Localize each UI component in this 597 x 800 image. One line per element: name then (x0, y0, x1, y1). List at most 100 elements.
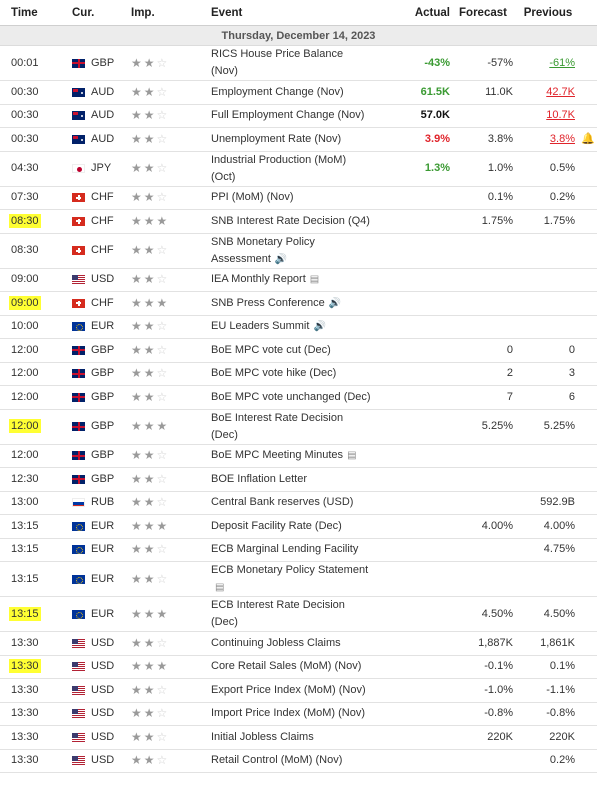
speaker-icon[interactable]: 🔊 (328, 297, 342, 309)
event-name-line[interactable]: Export Price Index (MoM) (Nov) (211, 683, 366, 696)
bell-plus-icon[interactable]: 🔔 (581, 132, 595, 145)
event-name-line[interactable]: Initial Jobless Claims (211, 730, 314, 743)
header-actual[interactable]: Actual (414, 6, 450, 19)
table-row[interactable]: 13:30 USD ★★★ Core Retail Sales (MoM) (Nov)… (0, 656, 597, 679)
event-name[interactable]: ECB Marginal Lending Facility (200, 541, 383, 558)
event-name[interactable]: Retail Control (MoM) (Nov) (200, 752, 383, 769)
event-name-line[interactable]: Industrial Production (MoM) (211, 153, 347, 166)
event-name[interactable]: Import Price Index (MoM) (Nov) (200, 705, 383, 722)
event-name-line[interactable]: Full Employment Change (Nov) (211, 109, 365, 122)
event-previous-value[interactable]: 42.7K (546, 85, 575, 98)
event-name-line[interactable]: Employment Change (Nov) (211, 85, 344, 98)
event-previous-value[interactable]: 10.7K (546, 109, 575, 122)
table-row[interactable]: 13:30 USD ★★☆ Retail Control (MoM) (Nov) 0.2… (0, 750, 597, 773)
speaker-icon[interactable]: 🔊 (274, 253, 288, 265)
event-name[interactable]: SNB Press Conference 🔊 (200, 295, 383, 312)
event-name-line[interactable]: (Dec) (211, 616, 238, 628)
event-name-line[interactable]: Continuing Jobless Claims (211, 636, 341, 649)
event-name[interactable]: Export Price Index (MoM) (Nov) (200, 682, 383, 699)
header-importance[interactable]: Imp. (131, 6, 155, 19)
event-name-line[interactable]: SNB Monetary Policy (211, 235, 315, 248)
table-row[interactable]: 13:30 USD ★★☆ Continuing Jobless Claims 1,88… (0, 632, 597, 656)
event-name-line[interactable]: BoE MPC Meeting Minutes (211, 449, 344, 462)
event-name[interactable]: Employment Change (Nov) (200, 84, 383, 101)
report-icon[interactable]: ▤ (215, 582, 225, 593)
event-name-line[interactable]: BOE Inflation Letter (211, 472, 307, 485)
event-name-line[interactable]: Import Price Index (MoM) (Nov) (211, 707, 366, 720)
event-name-line[interactable]: Assessment (211, 252, 271, 265)
table-row[interactable]: 08:30 CHF ★★☆ SNB Monetary Policy Assessment… (0, 234, 597, 269)
table-row[interactable]: 13:00 RUB ★★☆ Central Bank reserves (USD) 59… (0, 492, 597, 515)
table-row[interactable]: 12:00 GBP ★★☆ BoE MPC Meeting Minutes ▤ (0, 445, 597, 468)
event-name-line[interactable]: ECB Marginal Lending Facility (211, 543, 359, 556)
event-previous[interactable]: 10.7K (517, 107, 579, 124)
table-row[interactable]: 13:15 EUR ★★★ Deposit Facility Rate (Dec) 4.… (0, 515, 597, 539)
table-row[interactable]: 04:30 JPY ★★☆ Industrial Production (MoM) (O… (0, 152, 597, 187)
table-row[interactable]: 07:30 CHF ★★☆ PPI (MoM) (Nov) 0.1% 0.2% (0, 187, 597, 210)
event-name-line[interactable]: IEA Monthly Report (211, 273, 306, 286)
event-previous-value[interactable]: 3.8% (549, 132, 575, 145)
event-name-line[interactable]: (Oct) (211, 170, 236, 183)
event-name[interactable]: BOE Inflation Letter (200, 471, 383, 488)
report-icon[interactable]: ▤ (309, 274, 320, 286)
event-name-line[interactable]: Unemployment Rate (Nov) (211, 132, 342, 145)
table-row[interactable]: 12:00 GBP ★★☆ BoE MPC vote hike (Dec) 2 3 (0, 363, 597, 386)
event-name-line[interactable]: SNB Interest Rate Decision (Q4) (211, 214, 370, 227)
event-name[interactable]: Continuing Jobless Claims (200, 635, 383, 652)
event-name-line[interactable]: ECB Interest Rate Decision (211, 599, 345, 611)
event-name-line[interactable]: Retail Control (MoM) (Nov) (211, 754, 343, 767)
table-row[interactable]: 00:30 AUD ★★☆ Unemployment Rate (Nov) 3.9% 3.… (0, 128, 597, 152)
event-name[interactable]: Industrial Production (MoM) (Oct) (200, 152, 383, 186)
event-name[interactable]: BoE Interest Rate Decision (Dec) (200, 410, 383, 444)
table-row[interactable]: 12:00 GBP ★★☆ BoE MPC vote cut (Dec) 0 0 (0, 339, 597, 363)
event-name-line[interactable]: Core Retail Sales (MoM) (Nov) (211, 660, 362, 673)
table-row[interactable]: 13:30 USD ★★☆ Export Price Index (MoM) (Nov… (0, 679, 597, 703)
event-name[interactable]: Initial Jobless Claims (200, 729, 383, 746)
header-forecast[interactable]: Forecast (459, 6, 507, 19)
table-row[interactable]: 09:00 CHF ★★★ SNB Press Conference 🔊 (0, 292, 597, 316)
event-name-line[interactable]: Central Bank reserves (USD) (211, 496, 354, 509)
event-name[interactable]: BoE MPC vote unchanged (Dec) (200, 389, 383, 406)
event-name[interactable]: Core Retail Sales (MoM) (Nov) (200, 658, 383, 675)
event-name-line[interactable]: ECB Monetary Policy Statement (211, 564, 369, 576)
table-row[interactable]: 00:01 GBP ★★☆ RICS House Price Balance (Nov)… (0, 46, 597, 81)
event-name[interactable]: Deposit Facility Rate (Dec) (200, 518, 383, 535)
event-name-line[interactable]: (Dec) (211, 428, 238, 441)
event-name-line[interactable]: BoE MPC vote hike (Dec) (211, 367, 337, 380)
event-name[interactable]: ECB Interest Rate Decision (Dec) (200, 597, 383, 631)
table-row[interactable]: 10:00 EUR ★★☆ EU Leaders Summit 🔊 (0, 316, 597, 339)
report-icon[interactable]: ▤ (347, 450, 357, 462)
table-row[interactable]: 13:15 EUR ★★☆ ECB Monetary Policy Statement… (0, 562, 597, 597)
event-name[interactable]: EU Leaders Summit 🔊 (200, 318, 383, 335)
event-name-line[interactable]: BoE MPC vote cut (Dec) (211, 343, 331, 356)
event-name[interactable]: Central Bank reserves (USD) (200, 494, 383, 511)
table-row[interactable]: 13:30 USD ★★☆ Initial Jobless Claims 220K 220… (0, 726, 597, 750)
event-previous[interactable]: -61% (517, 55, 579, 72)
table-row[interactable]: 00:30 AUD ★★☆ Employment Change (Nov) 61.5K 1… (0, 81, 597, 105)
table-row[interactable]: 09:00 USD ★★☆ IEA Monthly Report ▤ (0, 269, 597, 292)
event-name[interactable]: SNB Interest Rate Decision (Q4) (200, 213, 383, 230)
header-previous[interactable]: Previous (523, 6, 573, 19)
event-name[interactable]: ECB Monetary Policy Statement ▤ (200, 562, 383, 596)
table-row[interactable]: 12:30 GBP ★★☆ BOE Inflation Letter (0, 468, 597, 492)
table-row[interactable]: 13:30 USD ★★☆ Import Price Index (MoM) (Nov… (0, 703, 597, 726)
event-name-line[interactable]: BoE Interest Rate Decision (211, 411, 344, 424)
event-previous-value[interactable]: -61% (549, 56, 575, 69)
event-name-line[interactable]: RICS House Price Balance (211, 48, 344, 60)
event-name[interactable]: PPI (MoM) (Nov) (200, 189, 383, 206)
event-name-line[interactable]: BoE MPC vote unchanged (Dec) (211, 390, 371, 403)
speaker-icon[interactable]: 🔊 (313, 321, 326, 333)
event-previous[interactable]: 3.8% (517, 131, 579, 148)
table-row[interactable]: 12:00 GBP ★★☆ BoE MPC vote unchanged (Dec) 7… (0, 386, 597, 410)
table-row[interactable]: 12:00 GBP ★★★ BoE Interest Rate Decision (De… (0, 410, 597, 445)
header-event[interactable]: Event (211, 6, 243, 19)
event-name-line[interactable]: PPI (MoM) (Nov) (211, 191, 294, 204)
table-row[interactable]: 08:30 CHF ★★★ SNB Interest Rate Decision (Q… (0, 210, 597, 234)
event-name[interactable]: BoE MPC vote hike (Dec) (200, 365, 383, 382)
event-name[interactable]: SNB Monetary Policy Assessment 🔊 (200, 234, 383, 268)
event-name[interactable]: BoE MPC vote cut (Dec) (200, 342, 383, 359)
event-previous[interactable]: 42.7K (517, 84, 579, 101)
event-name[interactable]: RICS House Price Balance (Nov) (200, 46, 383, 80)
event-name[interactable]: Full Employment Change (Nov) (200, 107, 383, 124)
event-name-line[interactable]: (Nov) (211, 65, 238, 77)
